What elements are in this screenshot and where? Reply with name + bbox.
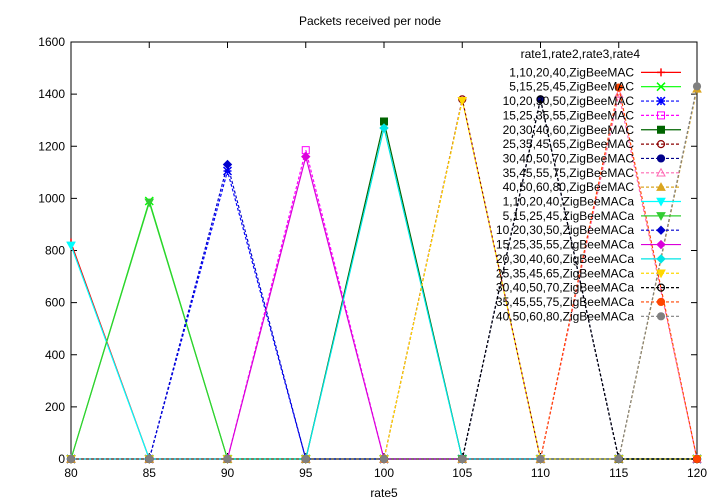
data-point xyxy=(656,154,666,163)
legend-label: 35,45,55,75,ZigBeeMACa xyxy=(496,295,634,309)
legend-label: 10,20,30,50,ZigBeeMACa xyxy=(496,223,634,237)
chart-title: Packets received per node xyxy=(299,14,441,28)
series xyxy=(66,82,702,464)
x-tick-label: 115 xyxy=(609,466,628,480)
data-point xyxy=(657,68,665,77)
legend-label: 35,45,55,75,ZigBeeMAC xyxy=(503,166,635,180)
data-point xyxy=(656,96,666,106)
x-tick-label: 110 xyxy=(531,466,550,480)
legend-label: 5,15,25,45,ZigBeeMACa xyxy=(503,209,635,223)
legend-label: 1,10,20,40,ZigBeeMACa xyxy=(503,195,635,209)
legend-label: 40,50,60,80,ZigBeeMACa xyxy=(496,309,634,323)
data-point xyxy=(144,198,155,208)
legend-title: rate1,rate2,rate3,rate4 xyxy=(521,47,641,61)
x-axis: 80 85 90 95 100 105 110 115 120 xyxy=(64,42,707,480)
y-tick-label: 800 xyxy=(45,244,65,258)
data-point xyxy=(458,454,467,464)
legend-label: 1,10,20,40,ZigBeeMAC xyxy=(509,65,634,79)
data-point xyxy=(656,239,666,250)
data-point xyxy=(657,125,665,134)
data-point xyxy=(145,454,154,464)
data-point xyxy=(379,123,389,133)
y-axis: 0 200 400 600 800 1000 1200 1400 1600 xyxy=(38,35,697,466)
data-point xyxy=(222,166,233,176)
legend-label: 30,40,50,70,ZigBeeMACa xyxy=(496,281,634,295)
data-point xyxy=(657,111,665,120)
y-tick-label: 1400 xyxy=(38,87,65,101)
y-tick-label: 1200 xyxy=(38,139,65,153)
data-point xyxy=(692,82,702,91)
y-tick-label: 400 xyxy=(45,348,65,362)
y-tick-label: 600 xyxy=(45,296,65,310)
x-tick-label: 80 xyxy=(64,466,78,480)
data-point xyxy=(656,225,666,235)
x-tick-label: 120 xyxy=(687,466,707,480)
data-point xyxy=(613,89,624,98)
data-point xyxy=(656,283,666,292)
series-layer xyxy=(66,82,702,465)
legend-label: 20,30,40,60,ZigBeeMACa xyxy=(496,252,634,266)
legend-label: 25,35,45,65,ZigBeeMACa xyxy=(496,266,634,280)
legend-label: 15,25,35,55,ZigBeeMAC xyxy=(503,108,635,122)
legend-label: 40,50,60,80,ZigBeeMAC xyxy=(503,180,635,194)
x-axis-label: rate5 xyxy=(370,486,398,500)
data-point xyxy=(656,254,666,264)
legend-label: 20,30,40,60,ZigBeeMAC xyxy=(503,123,635,137)
data-point xyxy=(614,454,623,464)
data-point xyxy=(379,454,389,464)
legend: rate1,rate2,rate3,rate4 1,10,20,40,ZigBe… xyxy=(496,47,681,323)
x-tick-label: 100 xyxy=(374,466,394,480)
data-point xyxy=(656,82,666,92)
data-point xyxy=(656,140,666,149)
data-point xyxy=(222,159,233,170)
data-point xyxy=(656,182,666,191)
legend-label: 25,35,45,65,ZigBeeMAC xyxy=(503,137,635,151)
data-point xyxy=(656,197,666,207)
data-point xyxy=(692,454,702,464)
data-point xyxy=(656,167,666,177)
data-point xyxy=(656,269,666,279)
legend-label: 15,25,35,55,ZigBeeMACa xyxy=(496,238,634,252)
x-tick-label: 95 xyxy=(299,466,313,480)
data-point xyxy=(301,454,310,464)
data-point xyxy=(301,151,311,162)
data-point xyxy=(457,96,468,106)
data-point xyxy=(656,297,666,307)
data-point xyxy=(536,95,545,104)
y-tick-label: 0 xyxy=(58,452,65,466)
y-tick-label: 200 xyxy=(45,400,65,414)
data-point xyxy=(536,454,545,464)
data-point xyxy=(66,241,76,251)
legend-label: 30,40,50,70,ZigBeeMAC xyxy=(503,151,635,165)
data-point xyxy=(66,454,76,464)
data-point xyxy=(656,312,666,321)
y-tick-label: 1600 xyxy=(38,35,65,49)
legend-label: 5,15,25,45,ZigBeeMAC xyxy=(509,80,634,94)
y-tick-label: 1000 xyxy=(38,191,65,205)
legend-label: 10,20,30,50,ZigBeeMAC xyxy=(503,94,635,108)
x-tick-label: 90 xyxy=(221,466,235,480)
data-point xyxy=(656,212,666,221)
x-tick-label: 105 xyxy=(452,466,472,480)
x-tick-label: 85 xyxy=(143,466,157,480)
data-point xyxy=(614,83,623,92)
data-point xyxy=(223,454,232,464)
